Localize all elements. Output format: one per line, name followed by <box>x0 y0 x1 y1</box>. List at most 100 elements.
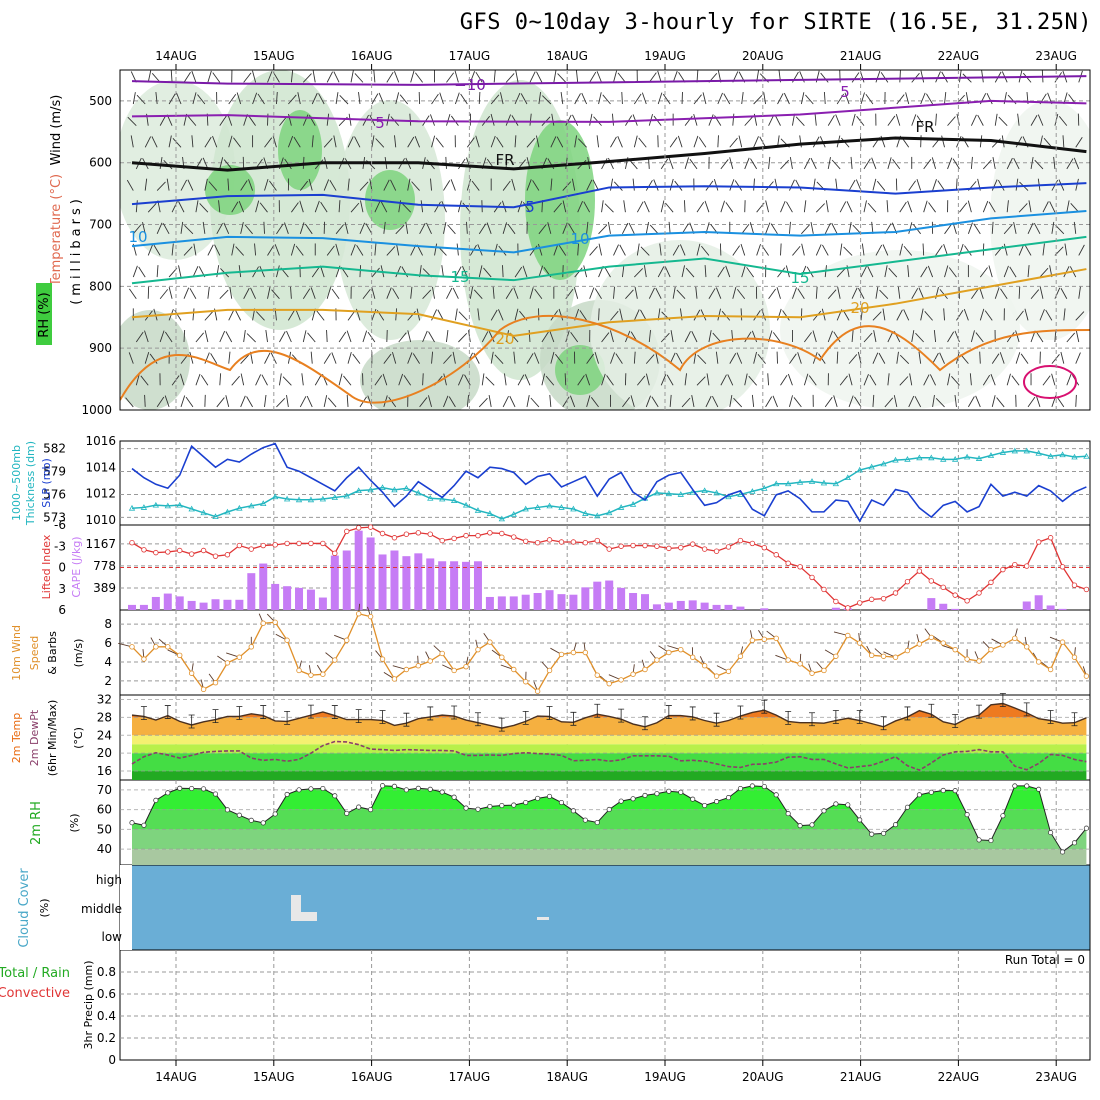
wind-barb <box>441 200 447 213</box>
wind-barb <box>1011 375 1020 386</box>
thickness-marker <box>761 485 768 491</box>
rh-marker <box>940 787 946 794</box>
wind-barb <box>183 287 190 299</box>
wind-barb <box>208 181 218 191</box>
li-marker <box>1059 564 1066 570</box>
wind-barb <box>326 287 332 299</box>
wind-barb <box>848 354 858 364</box>
li-marker <box>594 537 600 544</box>
wind-barb <box>601 373 606 386</box>
thickness-marker <box>439 495 446 502</box>
wind-barb <box>882 308 886 321</box>
wind-barb <box>276 265 280 278</box>
rh-marker <box>511 802 517 808</box>
thickness-marker <box>1083 452 1090 459</box>
wind-barb <box>623 200 626 213</box>
thickness-tick: 576 <box>43 487 66 501</box>
wind-barb <box>248 115 256 126</box>
thickness-marker <box>677 491 684 497</box>
wind-barb <box>839 201 847 213</box>
wind-barb <box>144 178 148 191</box>
wind-barb <box>147 70 152 83</box>
pressure-tick: 500 <box>89 94 112 108</box>
wind-speed-marker <box>1024 644 1030 650</box>
date-label-bottom: 20AUG <box>742 1070 784 1084</box>
wind-barb <box>738 135 743 148</box>
wind-barb <box>741 223 750 235</box>
wind-barb <box>729 157 734 170</box>
wind-barb <box>923 374 930 386</box>
wind-barb <box>466 394 470 407</box>
cape-bar <box>450 561 459 610</box>
li-marker <box>737 537 744 544</box>
cape-bar <box>831 607 840 610</box>
wind-speed-marker <box>594 672 600 678</box>
wind-barb <box>302 114 309 126</box>
wind-barb <box>666 374 674 386</box>
wind-barb <box>344 222 349 234</box>
thickness-marker <box>248 502 255 509</box>
wind-barb <box>448 396 456 408</box>
wind-barb <box>601 158 608 170</box>
wind-barb <box>326 113 330 126</box>
wind-barb <box>159 330 165 343</box>
thickness-marker <box>450 497 458 503</box>
contour-label: 10 <box>128 228 147 246</box>
wind-barb <box>991 395 996 408</box>
wind-barb <box>594 288 602 299</box>
wind-barb <box>814 113 817 126</box>
wind-barb <box>558 308 564 321</box>
wind-barb <box>395 308 398 321</box>
cloud-row-label: middle <box>81 902 122 916</box>
wind-barb <box>191 135 194 148</box>
li-marker <box>630 542 636 549</box>
wind-barb <box>1056 396 1065 408</box>
cape-bar <box>426 558 435 610</box>
wind-barb <box>394 70 400 83</box>
wind-barb <box>613 70 618 83</box>
wind-speed-marker <box>153 644 159 650</box>
wind-barb <box>446 114 451 126</box>
wind-barb <box>607 221 611 234</box>
wind-barb <box>513 287 519 299</box>
wind-barb <box>392 288 400 299</box>
wind-barb <box>801 224 810 235</box>
cape-bar <box>283 586 292 610</box>
thickness-marker <box>713 489 720 496</box>
wind-barb <box>808 375 817 386</box>
wind-barb <box>529 113 532 126</box>
wind-speed-marker <box>713 673 720 679</box>
wind-barb <box>789 157 793 169</box>
wind-barb <box>621 265 625 278</box>
wind-barb <box>606 375 614 386</box>
wind-barb <box>971 288 979 299</box>
wind-barb <box>204 330 209 343</box>
rh-shading <box>590 240 770 410</box>
wind-barb <box>223 222 230 235</box>
slp-line <box>131 442 1087 523</box>
label-lifted-index: Lifted Index <box>40 534 53 599</box>
wind-barb <box>447 224 456 235</box>
wind-barb <box>851 113 856 126</box>
wind-barb <box>852 224 862 235</box>
li-marker <box>916 568 923 574</box>
wind-speed-marker <box>654 657 660 663</box>
thickness-marker <box>343 492 350 499</box>
wind-barb <box>660 158 669 170</box>
wind-barb <box>434 201 441 213</box>
minmax-marker <box>451 705 458 720</box>
wind-barb <box>524 374 531 386</box>
wind-barb <box>827 115 835 126</box>
wind-barb <box>526 137 536 148</box>
wind-barb <box>458 311 468 321</box>
wind-speed-marker <box>355 611 362 617</box>
wind-barb <box>371 135 375 148</box>
wind-barb <box>583 265 588 278</box>
wind-barb <box>184 225 194 235</box>
wind-speed-marker <box>224 660 231 666</box>
wind-barb <box>526 179 532 191</box>
wind-barb <box>863 332 873 343</box>
wind-barb <box>1066 373 1072 386</box>
wind-barb <box>299 396 307 408</box>
wind-barb <box>683 200 686 213</box>
